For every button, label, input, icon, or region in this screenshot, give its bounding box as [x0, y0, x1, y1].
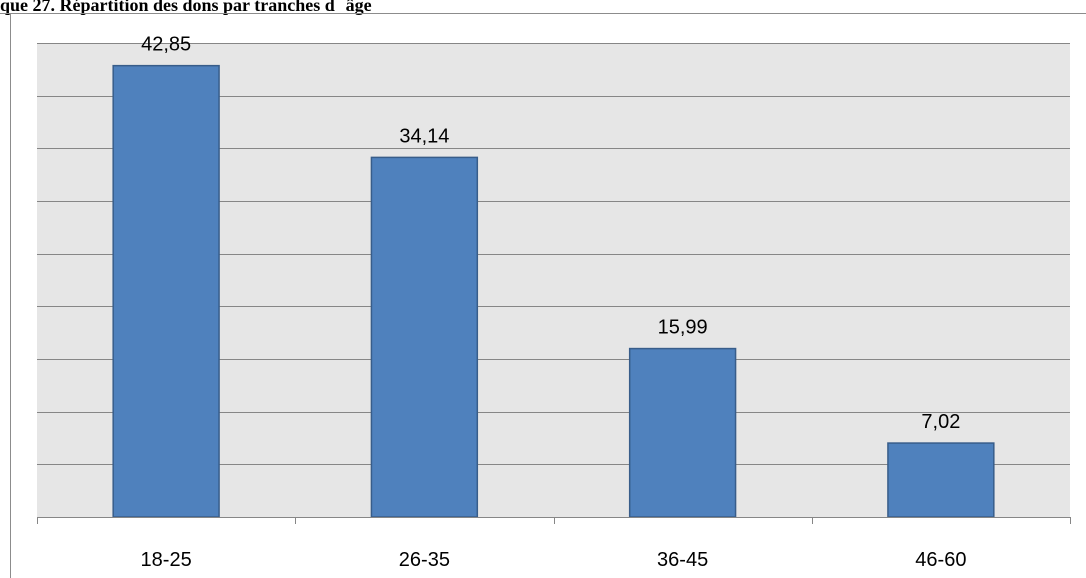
data-label-46-60: 7,02 — [921, 411, 960, 433]
x-tick-label-46-60: 46-60 — [915, 549, 966, 571]
data-labels: 42,85 34,14 15,99 7,02 — [141, 34, 960, 433]
data-label-18-25: 42,85 — [141, 34, 191, 56]
x-tick-label-18-25: 18-25 — [141, 549, 192, 571]
x-axis — [37, 517, 1071, 524]
bar-46-60 — [887, 442, 995, 518]
x-tick-label-26-35: 26-35 — [399, 549, 450, 571]
data-label-36-45: 15,99 — [658, 317, 708, 339]
chart-title: que 27. Répartition des dons par tranche… — [0, 0, 372, 15]
x-tick-label-36-45: 36-45 — [657, 549, 708, 571]
x-tick-labels: 18-25 26-35 36-45 46-60 — [141, 549, 967, 571]
bar-36-45 — [628, 347, 737, 518]
bar-18-25 — [112, 64, 220, 518]
data-label-26-35: 34,14 — [399, 125, 449, 147]
frame-left-border — [10, 13, 11, 578]
bar-26-35 — [370, 156, 479, 518]
frame-top-border — [0, 13, 1086, 14]
